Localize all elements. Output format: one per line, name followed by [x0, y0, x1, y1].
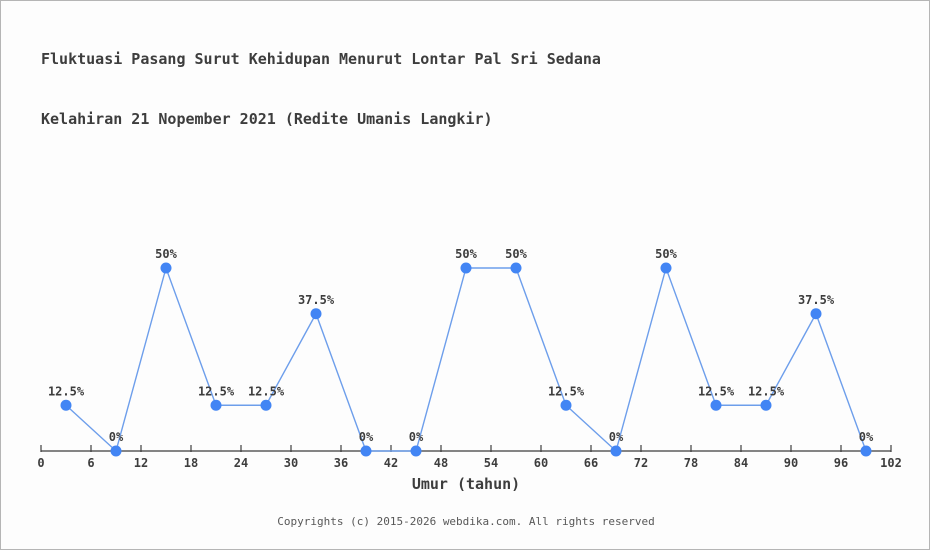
- data-point-label: 12.5%: [198, 384, 235, 398]
- data-point-label: 50%: [155, 247, 177, 261]
- data-point-marker: [560, 399, 572, 411]
- data-point-label: 0%: [859, 430, 874, 444]
- x-axis-tick-label: 18: [184, 456, 198, 470]
- x-axis-tick-label: 90: [784, 456, 798, 470]
- data-point-label: 0%: [109, 430, 124, 444]
- chart-title-line2: Kelahiran 21 Nopember 2021 (Redite Umani…: [41, 110, 493, 128]
- x-axis-tick-label: 42: [384, 456, 398, 470]
- chart-title-line1: Fluktuasi Pasang Surut Kehidupan Menurut…: [41, 50, 601, 68]
- data-point-marker: [210, 399, 222, 411]
- data-point-marker: [460, 262, 472, 274]
- x-axis-tick-label: 36: [334, 456, 348, 470]
- data-point-marker: [660, 262, 672, 274]
- x-axis-tick-label: 24: [234, 456, 248, 470]
- data-point-label: 12.5%: [698, 384, 735, 398]
- x-axis-tick-label: 30: [284, 456, 298, 470]
- data-point-marker: [310, 308, 322, 320]
- x-axis-tick-label: 96: [834, 456, 848, 470]
- copyright-text: Copyrights (c) 2015-2026 webdika.com. Al…: [277, 515, 655, 528]
- data-point-marker: [160, 262, 172, 274]
- data-point-label: 0%: [409, 430, 424, 444]
- data-point-label: 0%: [609, 430, 624, 444]
- data-line: [65, 265, 867, 453]
- data-point-label: 37.5%: [298, 293, 335, 307]
- data-point-label: 12.5%: [48, 384, 85, 398]
- data-point-marker: [760, 399, 772, 411]
- x-axis-tick-label: 12: [134, 456, 148, 470]
- x-axis-label: Umur (tahun): [411, 475, 521, 493]
- data-point-label: 37.5%: [798, 293, 835, 307]
- data-point-marker: [260, 399, 272, 411]
- x-axis-tick-label: 84: [734, 456, 748, 470]
- x-axis-tick-label: 78: [684, 456, 698, 470]
- data-point-marker: [710, 399, 722, 411]
- data-point-label: 12.5%: [248, 384, 285, 398]
- data-point-marker: [860, 445, 872, 457]
- data-point-marker: [360, 445, 372, 457]
- data-point-marker: [810, 308, 822, 320]
- data-point-marker: [510, 262, 522, 274]
- x-axis-tick-label: 66: [584, 456, 598, 470]
- data-point-marker: [410, 445, 422, 457]
- x-axis-tick-label: 72: [634, 456, 648, 470]
- data-point-label: 50%: [655, 247, 677, 261]
- data-point-label: 50%: [455, 247, 477, 261]
- data-point-label: 0%: [359, 430, 374, 444]
- x-axis-tick-label: 48: [434, 456, 448, 470]
- data-point-marker: [110, 445, 122, 457]
- x-axis-tick-label: 54: [484, 456, 498, 470]
- data-point-label: 12.5%: [548, 384, 585, 398]
- x-axis-tick-label: 102: [880, 456, 902, 470]
- data-point-marker: [610, 445, 622, 457]
- x-axis-tick-label: 0: [37, 456, 44, 470]
- data-point-label: 12.5%: [748, 384, 785, 398]
- x-axis-tick-label: 60: [534, 456, 548, 470]
- chart-title: Fluktuasi Pasang Surut Kehidupan Menurut…: [41, 9, 601, 169]
- data-point-marker: [60, 399, 72, 411]
- data-point-label: 50%: [505, 247, 527, 261]
- x-axis-tick-label: 6: [87, 456, 94, 470]
